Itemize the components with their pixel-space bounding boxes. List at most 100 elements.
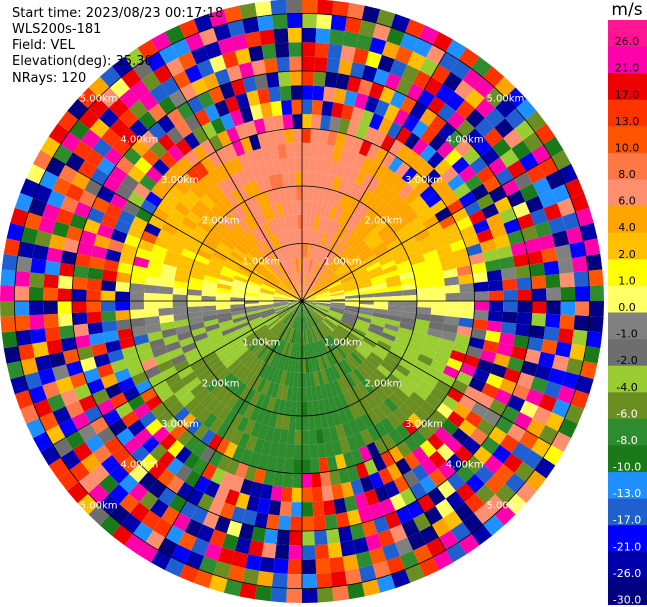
velocity-gate [503,453,524,473]
velocity-gate [320,413,329,429]
velocity-gate [315,304,331,309]
velocity-gate [321,249,331,264]
velocity-gate [176,429,194,447]
velocity-gate [257,570,274,587]
velocity-gate [398,183,414,200]
velocity-gate [343,90,358,107]
velocity-gate [428,321,444,331]
velocity-gate [498,256,516,270]
velocity-gate [341,211,353,227]
velocity-gate [261,146,273,163]
velocity-gate [196,407,212,424]
velocity-gate [314,544,330,560]
velocity-gate [88,504,110,526]
velocity-gate [278,325,288,339]
velocity-gate [122,200,141,217]
velocity-gate [274,305,289,312]
velocity-gate [313,71,327,87]
velocity-gate [551,150,572,171]
velocity-gate [372,130,387,148]
velocity-gate [417,353,434,367]
velocity-gate [433,352,450,366]
velocity-gate [293,142,302,158]
velocity-gate [312,85,325,101]
velocity-gate [104,147,124,166]
velocity-gate [235,492,250,510]
velocity-gate [166,475,185,494]
velocity-gate [103,330,120,343]
velocity-gate [350,478,365,496]
velocity-gate [109,77,130,98]
velocity-gate [43,287,58,301]
velocity-gate [565,226,584,245]
velocity-gate [297,329,301,345]
velocity-gate [380,450,396,468]
velocity-gate [422,249,439,261]
velocity-gate [472,319,488,331]
velocity-gate [202,351,218,364]
velocity-gate [230,307,246,313]
velocity-gate [364,489,380,507]
velocity-gate [222,425,237,442]
velocity-gate [350,236,363,251]
velocity-gate [399,550,419,570]
velocity-gate [459,309,475,319]
velocity-gate [545,313,561,329]
velocity-gate [473,137,492,157]
velocity-gate [463,234,480,248]
velocity-gate [515,98,537,120]
velocity-gate [465,473,485,494]
velocity-gate [218,319,234,328]
velocity-gate [414,274,430,283]
velocity-gate [386,314,402,322]
velocity-gate [181,216,198,231]
velocity-gate [119,336,136,350]
velocity-gate [160,321,176,331]
velocity-gate [196,248,213,261]
velocity-gate [340,341,353,355]
velocity-gate [282,472,293,488]
velocity-gate [219,323,235,332]
velocity-gate [328,189,338,206]
velocity-gate [43,273,59,289]
velocity-gate [374,246,390,258]
velocity-gate [203,318,219,328]
colorbar-tick-label: -8.0 [616,434,637,447]
velocity-gate [96,223,114,239]
velocity-gate [488,301,504,312]
velocity-gate [402,289,417,296]
velocity-gate [534,364,552,381]
velocity-gate [402,210,419,225]
velocity-gate [357,313,373,320]
velocity-gate [191,77,209,96]
velocity-gate [456,119,475,139]
velocity-gate [219,502,236,520]
velocity-gate [374,99,390,118]
velocity-gate [311,357,317,372]
velocity-gate [104,203,123,220]
velocity-gate [145,191,163,207]
velocity-gate [191,506,209,525]
velocity-gate [164,557,185,577]
velocity-gate [428,468,447,488]
velocity-gate [316,296,331,300]
velocity-gate [262,281,277,290]
velocity-gate [210,204,225,220]
velocity-gate [315,385,323,401]
velocity-gate [268,272,281,283]
velocity-gate [299,286,302,301]
velocity-gate [488,186,507,204]
velocity-gate [259,305,274,310]
velocity-gate [215,164,231,181]
velocity-gate [6,360,25,380]
velocity-gate [305,358,310,373]
velocity-gate [328,236,338,252]
velocity-gate [401,283,417,291]
velocity-gate [55,376,74,394]
velocity-gate [141,71,161,92]
velocity-gate [52,177,72,196]
velocity-gate [362,254,377,265]
velocity-gate [345,213,357,229]
velocity-gate [294,157,302,172]
velocity-gate [232,246,247,259]
